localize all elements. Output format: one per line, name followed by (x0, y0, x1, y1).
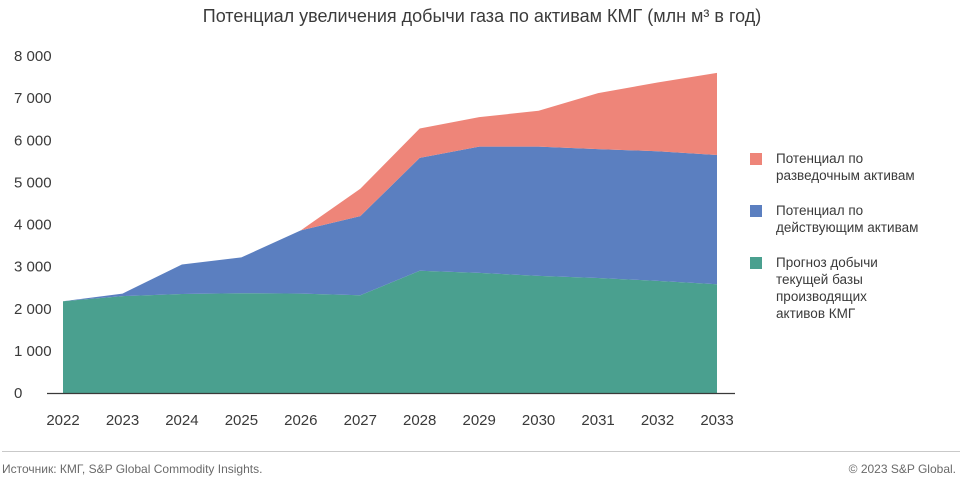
x-tick-label: 2033 (700, 412, 733, 429)
x-tick-label: 2022 (46, 412, 79, 429)
footer-divider (2, 451, 960, 452)
y-tick-label: 4 000 (14, 217, 52, 234)
plot-layer (63, 72, 717, 393)
y-tick-label: 2 000 (14, 301, 52, 318)
y-tick-label: 0 (14, 385, 22, 402)
legend-label-base: Прогноз добычи текущей базы производящих… (776, 255, 878, 321)
chart-title: Потенциал увеличения добычи газа по акти… (202, 6, 762, 26)
legend-swatch-operating (750, 205, 762, 217)
copyright-note: © 2023 S&P Global. (848, 462, 956, 476)
y-tick-label: 3 000 (14, 259, 52, 276)
legend-item-operating: Потенциал по действующим активам (750, 202, 950, 236)
x-tick-label: 2031 (581, 412, 614, 429)
x-tick-label: 2027 (344, 412, 377, 429)
y-tick-label: 1 000 (14, 343, 52, 360)
area-series-0 (63, 270, 717, 393)
x-tick-label: 2023 (106, 412, 139, 429)
legend-label-operating: Потенциал по действующим активам (776, 203, 919, 235)
legend-swatch-exploration (750, 153, 762, 165)
area-series-1 (63, 146, 717, 302)
axis-layer: 0 1 000 2 000 3 000 4 000 5 000 6 000 7 000 8 00… (14, 48, 735, 429)
legend-swatch-base (750, 257, 762, 269)
y-tick-label: 8 000 (14, 48, 52, 65)
source-note: Источник: КМГ, S&P Global Commodity Insi… (2, 462, 263, 476)
legend-item-exploration: Потенциал по разведочным активам (750, 150, 950, 184)
area-series-2 (63, 72, 717, 302)
x-tick-label: 2032 (641, 412, 674, 429)
legend-item-base: Прогноз добычи текущей базы производящих… (750, 254, 916, 322)
legend-label-exploration: Потенциал по разведочным активам (776, 151, 915, 183)
y-tick-label: 6 000 (14, 132, 52, 149)
x-tick-label: 2030 (522, 412, 555, 429)
x-tick-label: 2025 (225, 412, 258, 429)
x-tick-label: 2024 (165, 412, 198, 429)
x-tick-label: 2028 (403, 412, 436, 429)
legend: Потенциал по разведочным активам Потенци… (750, 150, 950, 340)
y-tick-label: 5 000 (14, 174, 52, 191)
x-tick-label: 2029 (463, 412, 496, 429)
y-tick-label: 7 000 (14, 90, 52, 107)
x-tick-label: 2026 (284, 412, 317, 429)
